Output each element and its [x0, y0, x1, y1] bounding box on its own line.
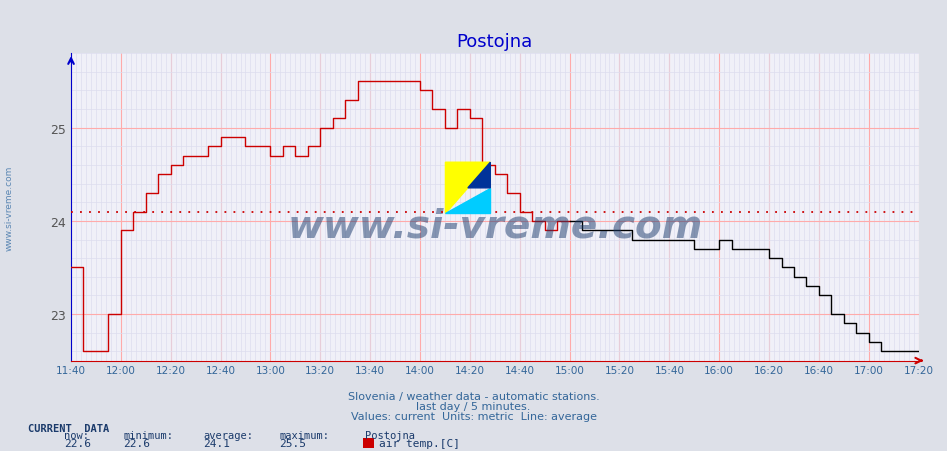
Polygon shape [445, 189, 491, 214]
Text: www.si-vreme.com: www.si-vreme.com [287, 207, 703, 245]
Text: last day / 5 minutes.: last day / 5 minutes. [417, 401, 530, 411]
Polygon shape [445, 163, 491, 214]
Text: Postojna: Postojna [365, 430, 415, 440]
Text: 22.6: 22.6 [64, 438, 92, 448]
Text: CURRENT  DATA: CURRENT DATA [28, 423, 110, 433]
Text: 22.6: 22.6 [123, 438, 151, 448]
Text: 24.1: 24.1 [204, 438, 231, 448]
Text: now:: now: [64, 430, 89, 440]
Text: Slovenia / weather data - automatic stations.: Slovenia / weather data - automatic stat… [348, 391, 599, 401]
Title: Postojna: Postojna [456, 33, 533, 51]
Text: average:: average: [204, 430, 254, 440]
Text: 25.5: 25.5 [279, 438, 307, 448]
Text: Values: current  Units: metric  Line: average: Values: current Units: metric Line: aver… [350, 411, 597, 421]
Text: www.si-vreme.com: www.si-vreme.com [5, 165, 14, 250]
Text: maximum:: maximum: [279, 430, 330, 440]
Text: minimum:: minimum: [123, 430, 173, 440]
Polygon shape [468, 163, 491, 189]
Text: air temp.[C]: air temp.[C] [379, 438, 460, 448]
